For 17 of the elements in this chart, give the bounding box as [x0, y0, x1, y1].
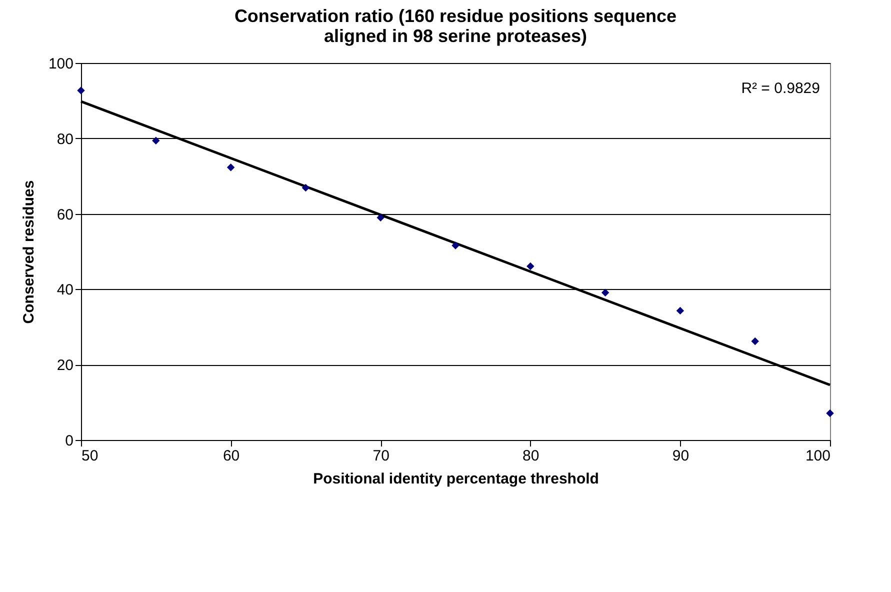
y-tick-label: 60 [56, 206, 74, 224]
x-tick-label: 100 [805, 448, 830, 464]
x-tick-label: 60 [222, 448, 240, 464]
y-tick-label: 80 [56, 130, 74, 148]
y-axis-title: Conserved residues [20, 180, 38, 324]
text: Conservation ratio (160 residue positions sequence [234, 6, 677, 26]
x-axis-title: Positional identity percentage threshold [313, 470, 599, 488]
annotation: R² = 0.9829 [741, 80, 820, 97]
x-tick-label: 90 [672, 448, 690, 464]
text: aligned in 98 serine proteases) [324, 26, 588, 46]
y-tick-label: 100 [48, 56, 74, 72]
x-tick-label: 70 [372, 448, 390, 464]
x-tick-label: 50 [82, 448, 98, 464]
y-tick-label: 20 [56, 357, 74, 374]
x-tick-label: 80 [522, 448, 540, 464]
y-tick-label: 0 [65, 432, 74, 450]
y-tick-label: 40 [56, 282, 74, 299]
